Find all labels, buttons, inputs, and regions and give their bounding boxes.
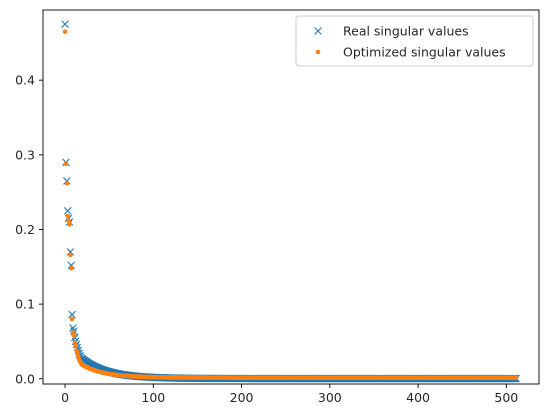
legend-label-real: Real singular values (343, 24, 469, 39)
y-axis: 0.0 0.1 0.2 0.3 0.4 (15, 73, 43, 386)
real-value-point (63, 207, 72, 215)
plot-marks (61, 20, 520, 383)
legend: Real singular values Optimized singular … (295, 15, 534, 67)
optimized-value-point (73, 343, 78, 349)
real-value-point (61, 20, 69, 28)
series-optimized-singular-values (62, 29, 519, 380)
plot-frame (42, 9, 540, 385)
y-tick-label: 0.2 (15, 222, 35, 237)
optimized-value-point (65, 213, 71, 219)
series-real-singular-values (61, 20, 520, 383)
optimized-value-point (62, 29, 68, 34)
legend-label-optimized: Optimized singular values (343, 45, 506, 60)
y-tick-label: 0.0 (15, 371, 35, 386)
optimized-value-point (66, 218, 71, 223)
x-tick-label: 500 (494, 390, 518, 405)
optimized-value-point (67, 221, 72, 227)
real-value-point (67, 261, 76, 270)
y-tick-label: 0.1 (15, 297, 35, 312)
real-value-point (66, 248, 75, 256)
optimized-value-point (69, 316, 75, 322)
y-tick-label: 0.4 (15, 73, 35, 88)
legend-marker-real (314, 27, 322, 35)
x-axis: 0 100 200 300 400 500 (61, 384, 518, 405)
real-value-point (68, 310, 76, 319)
optimized-value-point (68, 252, 73, 258)
optimized-value-point (68, 265, 74, 271)
optimized-value-point (63, 161, 69, 167)
y-tick-label: 0.3 (15, 147, 35, 162)
x-tick-label: 400 (406, 390, 430, 405)
optimized-value-point (71, 333, 77, 338)
optimized-value-point (513, 375, 519, 380)
x-tick-label: 200 (230, 390, 254, 405)
x-tick-label: 300 (318, 390, 342, 405)
legend-marker-optimized (315, 49, 321, 55)
legend-box (295, 15, 534, 67)
optimized-value-point (64, 180, 70, 186)
x-tick-label: 100 (141, 390, 165, 405)
x-tick-label: 0 (61, 390, 69, 405)
